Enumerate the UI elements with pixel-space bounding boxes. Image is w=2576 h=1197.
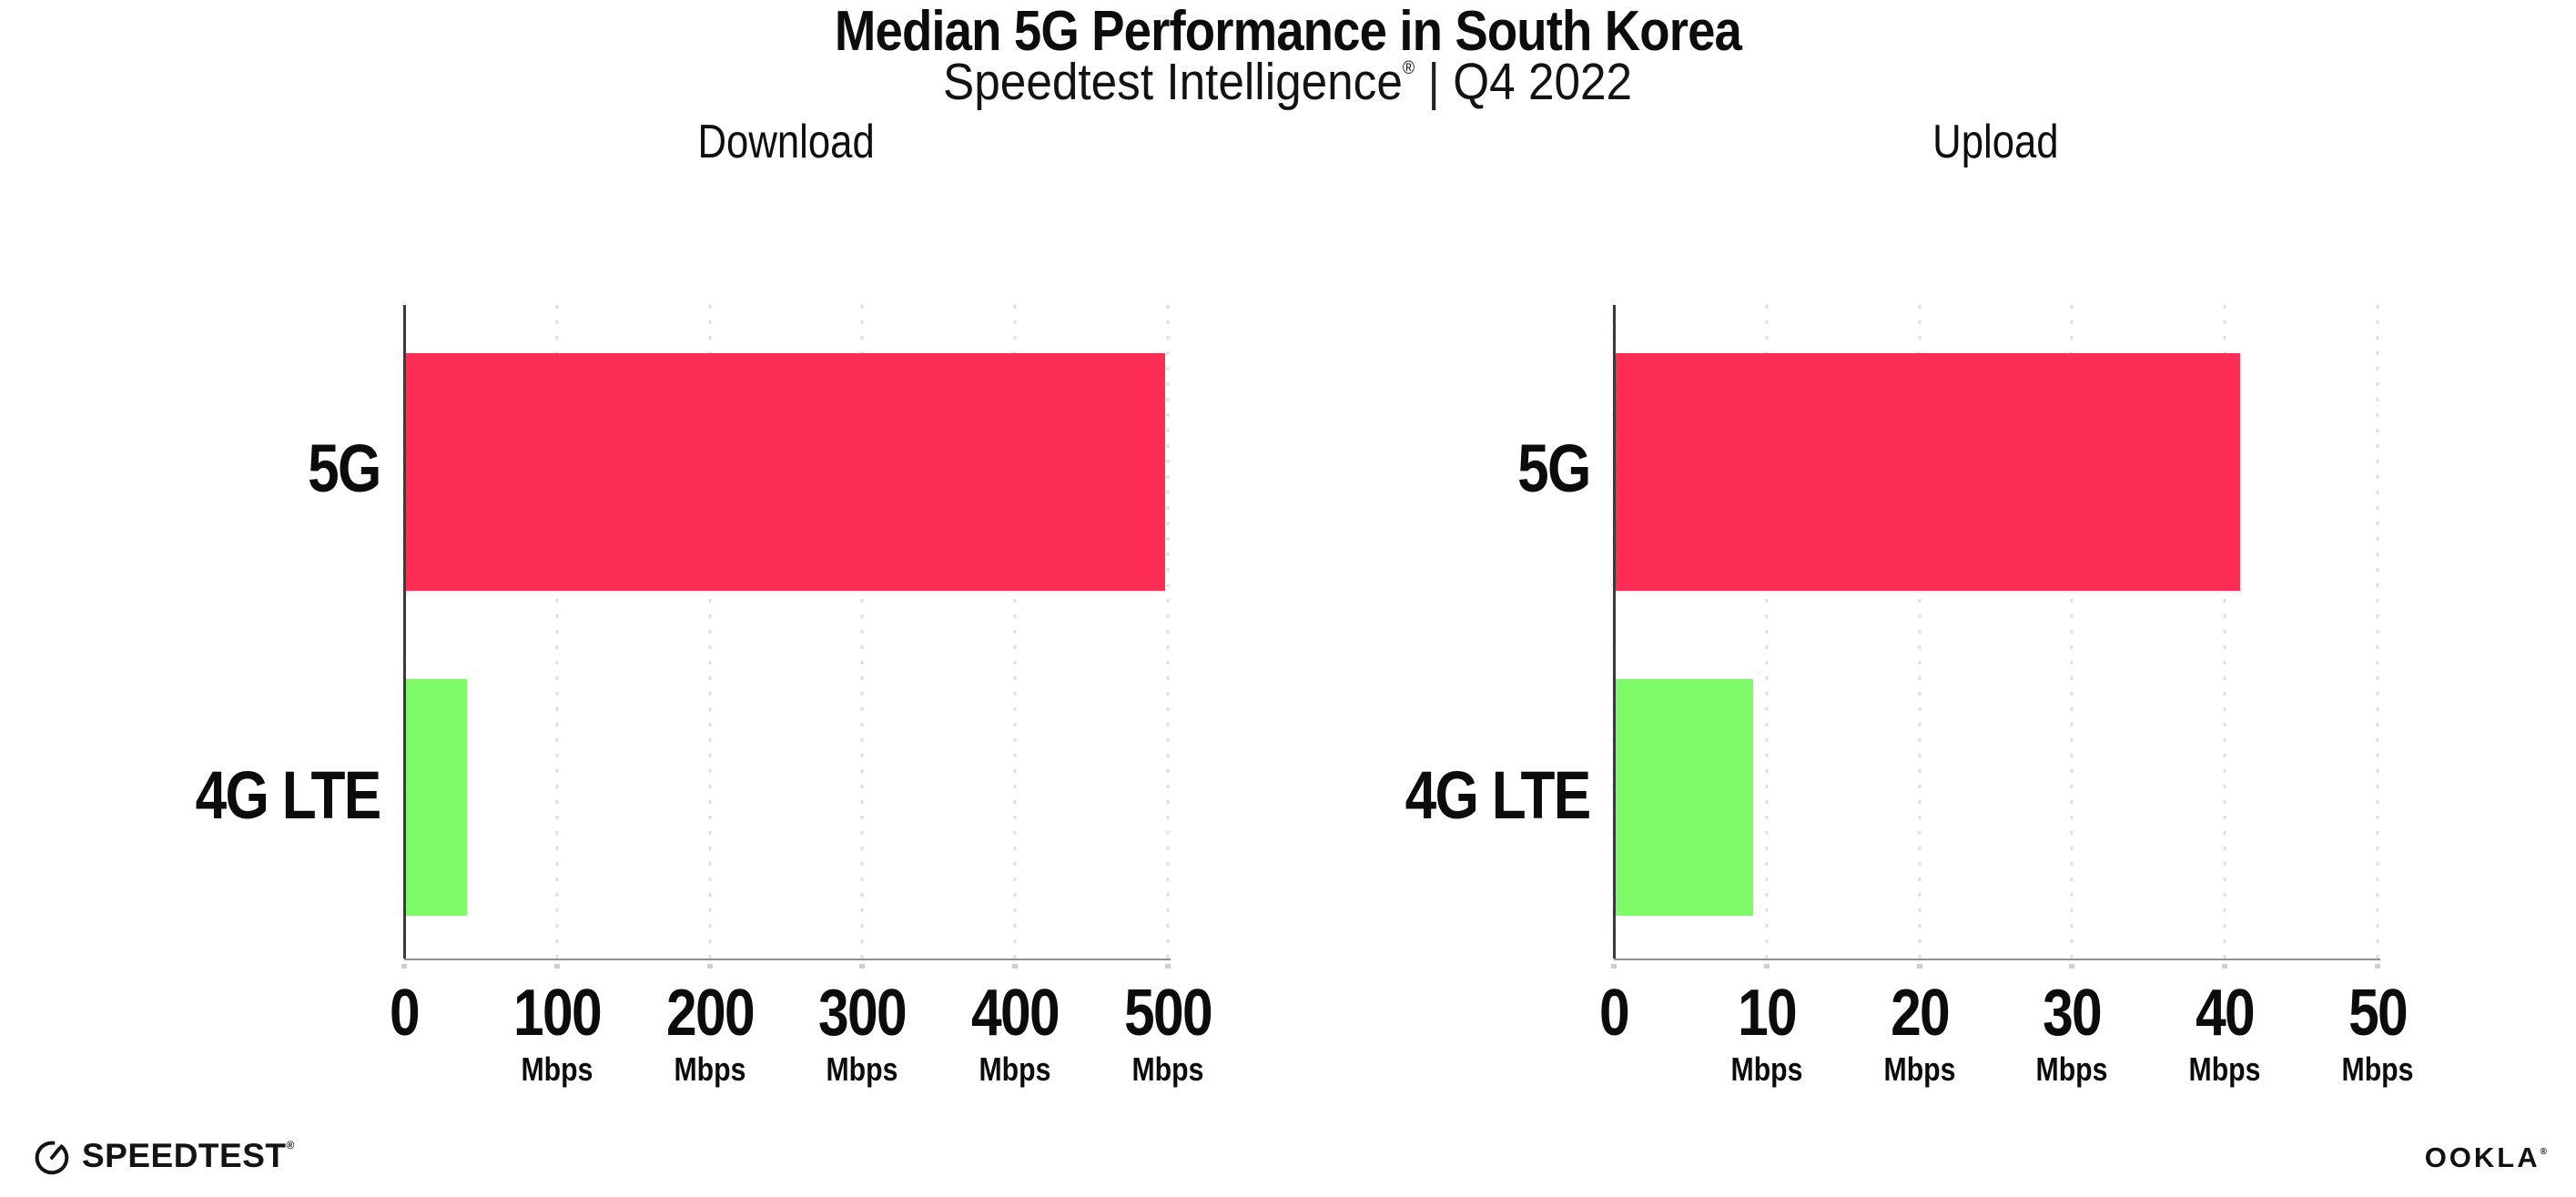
subtitle-period: Q4 2022 — [1453, 53, 1633, 111]
ookla-logo: OOKLA® — [2425, 1143, 2547, 1172]
ookla-trademark: ® — [2540, 1147, 2547, 1157]
x-tick-value: 30 — [2043, 977, 2103, 1050]
bar-4g-lte-upload — [1614, 678, 1753, 917]
page-subtitle: Speedtest Intelligence® | Q4 2022 — [0, 56, 2576, 108]
category-label-4g-lte-text: 4G LTE — [196, 756, 382, 833]
tick-mark — [1165, 964, 1171, 969]
download-chart-title-text: Download — [697, 116, 875, 168]
x-tick-value: 40 — [2196, 977, 2256, 1050]
download-chart-title: Download — [404, 118, 1168, 166]
x-tick-unit: Mbps — [1730, 1050, 1803, 1088]
gridline — [2223, 305, 2226, 959]
x-tick-300: 300 Mbps — [810, 980, 914, 1086]
speedtest-wordmark-text: SPEEDTEST — [82, 1136, 287, 1174]
x-axis-line — [404, 959, 1171, 960]
speedtest-trademark: ® — [286, 1138, 295, 1151]
x-tick-unit: Mbps — [1883, 1050, 1956, 1088]
x-tick-unit: Mbps — [674, 1050, 746, 1088]
tick-mark — [1763, 964, 1770, 969]
x-tick-unit: Mbps — [2035, 1050, 2108, 1088]
x-tick-unit: Mbps — [979, 1050, 1051, 1088]
tick-mark — [1611, 964, 1617, 969]
speedtest-wordmark: SPEEDTEST® — [82, 1139, 295, 1172]
download-plot-area: 5G 4G LTE 0 100 Mbps 200 Mbps 300 Mbps 4… — [196, 305, 1213, 1086]
x-tick-0: 0 — [387, 980, 421, 1046]
gridline — [860, 305, 864, 959]
category-label-5g: 5G — [294, 430, 381, 506]
tick-mark — [401, 964, 407, 969]
x-tick-value: 400 — [971, 977, 1060, 1050]
tick-mark — [1012, 964, 1019, 969]
x-tick-500: 500 Mbps — [1116, 980, 1220, 1086]
bar-5g-download — [404, 353, 1165, 591]
gridline — [555, 305, 559, 959]
x-tick-value: 50 — [2348, 977, 2409, 1050]
tick-mark — [2375, 964, 2380, 969]
category-label-5g-text: 5G — [308, 430, 381, 506]
y-axis-line — [403, 305, 406, 959]
x-tick-value: 0 — [390, 977, 421, 1050]
gridline — [708, 305, 712, 959]
y-axis-line — [1613, 305, 1616, 959]
x-tick-value: 200 — [665, 977, 756, 1050]
page-title: Median 5G Performance in South Korea — [0, 4, 2576, 60]
x-tick-value: 20 — [1890, 977, 1951, 1050]
x-tick-0: 0 — [1597, 980, 1631, 1046]
speedtest-gauge-icon — [35, 1141, 69, 1175]
page-subtitle-text: Speedtest Intelligence® | Q4 2022 — [943, 56, 1632, 108]
registered-mark: ® — [1403, 58, 1415, 78]
category-label-4g-lte: 4G LTE — [1370, 756, 1592, 833]
tick-mark — [553, 964, 560, 969]
subtitle-separator: | — [1427, 53, 1441, 111]
category-label-5g: 5G — [1504, 430, 1591, 506]
x-tick-unit: Mbps — [521, 1050, 593, 1088]
gridline — [1166, 305, 1170, 959]
x-tick-unit: Mbps — [826, 1050, 898, 1088]
x-tick-value: 500 — [1124, 977, 1213, 1050]
x-tick-unit: Mbps — [1131, 1050, 1204, 1088]
upload-chart-title-text: Upload — [1932, 116, 2059, 168]
x-tick-10: 10 Mbps — [1724, 980, 1810, 1086]
tick-mark — [2222, 964, 2228, 969]
tick-mark — [859, 964, 866, 969]
tick-mark — [1916, 964, 1922, 969]
x-tick-unit: Mbps — [2341, 1050, 2414, 1088]
category-label-4g-lte: 4G LTE — [160, 756, 382, 833]
x-tick-20: 20 Mbps — [1877, 980, 1962, 1086]
x-tick-100: 100 Mbps — [505, 980, 609, 1086]
gridline — [1013, 305, 1017, 959]
tick-mark — [2069, 964, 2075, 969]
category-label-5g-text: 5G — [1517, 430, 1591, 506]
x-tick-400: 400 Mbps — [963, 980, 1067, 1086]
speedtest-logo: SPEEDTEST® — [31, 1134, 295, 1176]
x-tick-value: 100 — [512, 977, 603, 1050]
ookla-wordmark-text: OOKLA — [2424, 1141, 2541, 1173]
x-axis-line — [1614, 959, 2381, 960]
x-tick-30: 30 Mbps — [2029, 980, 2115, 1086]
upload-chart-title: Upload — [1614, 118, 2378, 166]
gridline — [2070, 305, 2074, 959]
upload-plot-area: 5G 4G LTE 0 10 Mbps 20 Mbps 30 Mbps 40 M… — [1405, 305, 2413, 1086]
x-tick-200: 200 Mbps — [658, 980, 762, 1086]
x-tick-value: 10 — [1737, 977, 1798, 1050]
bar-4g-lte-download — [404, 678, 467, 917]
x-tick-50: 50 Mbps — [2335, 980, 2420, 1086]
x-tick-unit: Mbps — [2188, 1050, 2261, 1088]
x-tick-40: 40 Mbps — [2182, 980, 2267, 1086]
gridline — [1918, 305, 1922, 959]
bar-5g-upload — [1614, 353, 2240, 591]
gridline — [1765, 305, 1769, 959]
x-tick-value: 300 — [818, 977, 908, 1050]
gridline — [2376, 305, 2379, 959]
category-label-4g-lte-text: 4G LTE — [1405, 756, 1592, 833]
subtitle-product: Speedtest Intelligence — [943, 53, 1404, 111]
x-tick-value: 0 — [1599, 977, 1630, 1050]
tick-mark — [706, 964, 713, 969]
page-title-text: Median 5G Performance in South Korea — [834, 0, 1742, 63]
